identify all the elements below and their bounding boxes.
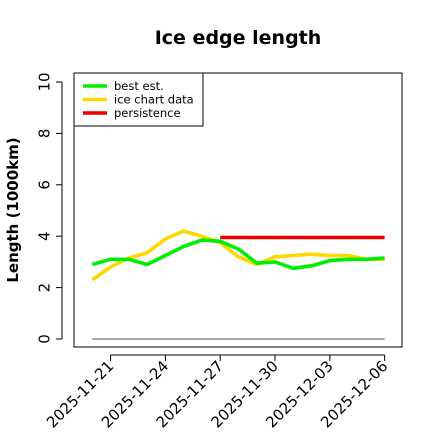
y-tick-label: 8 xyxy=(35,129,53,139)
y-tick-label: 6 xyxy=(35,180,53,190)
legend-entry: best est. xyxy=(114,79,164,93)
y-tick-label: 4 xyxy=(35,231,53,241)
legend-entry: persistence xyxy=(114,106,181,120)
series-line-ice-chart-data xyxy=(91,229,385,282)
y-tick-label: 10 xyxy=(35,72,53,91)
plot-area xyxy=(91,229,385,340)
chart-title: Ice edge length xyxy=(155,27,322,49)
legend-entry: ice chart data xyxy=(114,93,194,107)
y-tick-label: 2 xyxy=(35,283,53,293)
y-tick-label: 0 xyxy=(35,334,53,344)
y-axis-label: Length (1000km) xyxy=(4,137,22,282)
plot-frame xyxy=(73,72,403,348)
series-line-best-est- xyxy=(91,238,385,271)
